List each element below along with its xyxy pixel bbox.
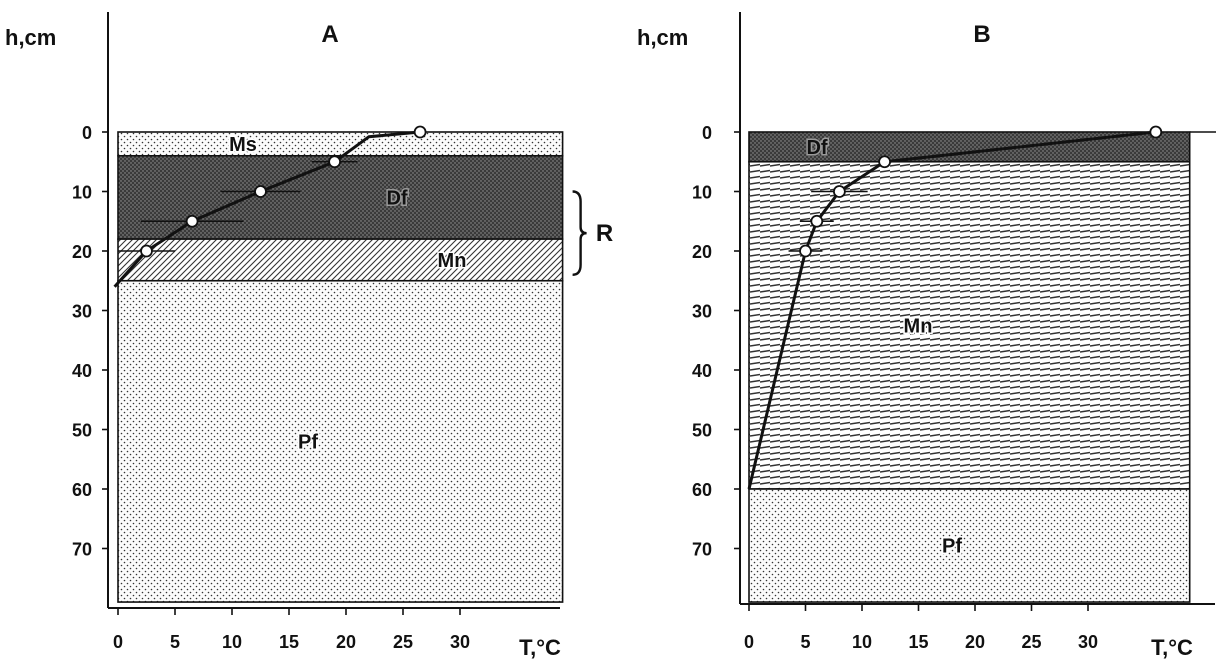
panel-b-xtick-label: 0 [744, 632, 754, 652]
panel-a: h,cm A Ms Df Mn Pf 0 5 10 15 20 25 30 0 10 20 30 40 50… [5, 12, 613, 660]
panel-b-xticks: 0 5 10 15 20 25 30 [744, 604, 1098, 652]
panel-a-bracket-label: R [596, 220, 613, 247]
panel-a-layer-mn [117, 238, 564, 282]
panel-b-xtick-label: 5 [800, 632, 810, 652]
panel-b-ylabel: h,cm [637, 25, 688, 50]
panel-b-data-point [810, 214, 824, 228]
panel-b-ytick-label: 10 [692, 183, 712, 203]
panel-b-ytick-label: 30 [692, 302, 712, 322]
panel-a-data-point [140, 244, 153, 258]
panel-a-xtick-label: 0 [113, 632, 123, 652]
panel-a-ytick-label: 40 [72, 361, 92, 381]
panel-a-ylabel: h,cm [5, 25, 56, 50]
panel-a-ytick-label: 50 [72, 421, 92, 441]
panel-b-ytick-label: 20 [692, 242, 712, 262]
panel-a-ytick-label: 10 [72, 183, 92, 203]
panel-a-layer-label-mn: Mn [438, 250, 467, 272]
panel-b-ytick-label: 0 [702, 123, 712, 143]
panel-a-bracket-shape [572, 190, 587, 276]
panel-b-xtick-label: 25 [1021, 632, 1041, 652]
panel-b-data-point [799, 244, 812, 258]
panel-a-ytick-label: 0 [82, 123, 92, 143]
panel-a-xtick-label: 25 [393, 632, 413, 652]
panel-a-layer-label-df: Df [386, 187, 407, 209]
panel-a-xtick-label: 5 [170, 632, 180, 652]
panel-a-ytick-label: 60 [72, 480, 92, 500]
panel-a-layer-pf [117, 279, 564, 603]
panel-a-data-point [413, 125, 427, 139]
panel-b-layer-mn [748, 160, 1191, 490]
panel-b-ytick-label: 40 [692, 361, 712, 381]
panel-a-data-point [185, 214, 199, 228]
panel-b-layer-label-mn: Mn [904, 315, 933, 337]
panel-b-title: B [973, 21, 990, 48]
panel-b-layers: Df Mn Pf [748, 131, 1191, 603]
panel-b-xtick-label: 20 [965, 632, 985, 652]
panel-b-xtick-label: 10 [852, 632, 872, 652]
panel-a-layers: Ms Df Mn Pf [117, 131, 564, 603]
panel-b-data-point [1149, 125, 1163, 139]
panel-a-xticks: 0 5 10 15 20 25 30 [113, 608, 470, 652]
panel-a-title: A [321, 21, 338, 48]
panel-b-profile-line [747, 130, 1156, 490]
panel-a-layer-label-pf: Pf [298, 431, 318, 453]
panel-b-yticks: 0 10 20 30 40 50 60 70 [692, 123, 740, 560]
panel-b-series [747, 125, 1163, 490]
panel-b-ytick-label: 70 [692, 540, 712, 560]
panel-a-bracket: R [572, 190, 613, 276]
panel-b-layer-label-df: Df [806, 137, 827, 159]
panel-b-xtick-label: 15 [908, 632, 928, 652]
panel-a-layer-label-ms: Ms [229, 134, 257, 156]
panel-a-data-point [328, 155, 342, 169]
panel-a-data-point [254, 185, 267, 198]
panel-b-data-point [878, 155, 891, 169]
panel-b-xtick-label: 30 [1078, 632, 1098, 652]
panel-b-layer-pf [748, 488, 1191, 603]
panel-a-ytick-label: 30 [72, 302, 92, 322]
panel-b-axes [739, 12, 1216, 605]
panel-b-layer-label-pf: Pf [942, 536, 962, 558]
panel-a-xtick-label: 10 [222, 632, 242, 652]
panel-b-data-point [833, 185, 846, 198]
panel-a-xtick-label: 20 [336, 632, 356, 652]
panel-a-ytick-label: 20 [72, 242, 92, 262]
panel-a-layer-ms [117, 131, 564, 157]
panel-a-yticks: 0 10 20 30 40 50 60 70 [72, 123, 108, 560]
panel-b-ytick-label: 60 [692, 480, 712, 500]
panel-a-xtick-label: 15 [279, 632, 299, 652]
panel-b-xlabel: T,°C [1151, 635, 1193, 660]
panel-a-xlabel: T,°C [519, 635, 561, 660]
panel-a-series [113, 125, 427, 288]
panel-a-ytick-label: 70 [72, 540, 92, 560]
panel-b-ytick-label: 50 [692, 421, 712, 441]
panel-a-xtick-label: 30 [450, 632, 470, 652]
panel-b: h,cm B Df Mn Pf 0 5 10 15 20 25 30 0 10 20 30 40 50 60… [637, 12, 1216, 660]
